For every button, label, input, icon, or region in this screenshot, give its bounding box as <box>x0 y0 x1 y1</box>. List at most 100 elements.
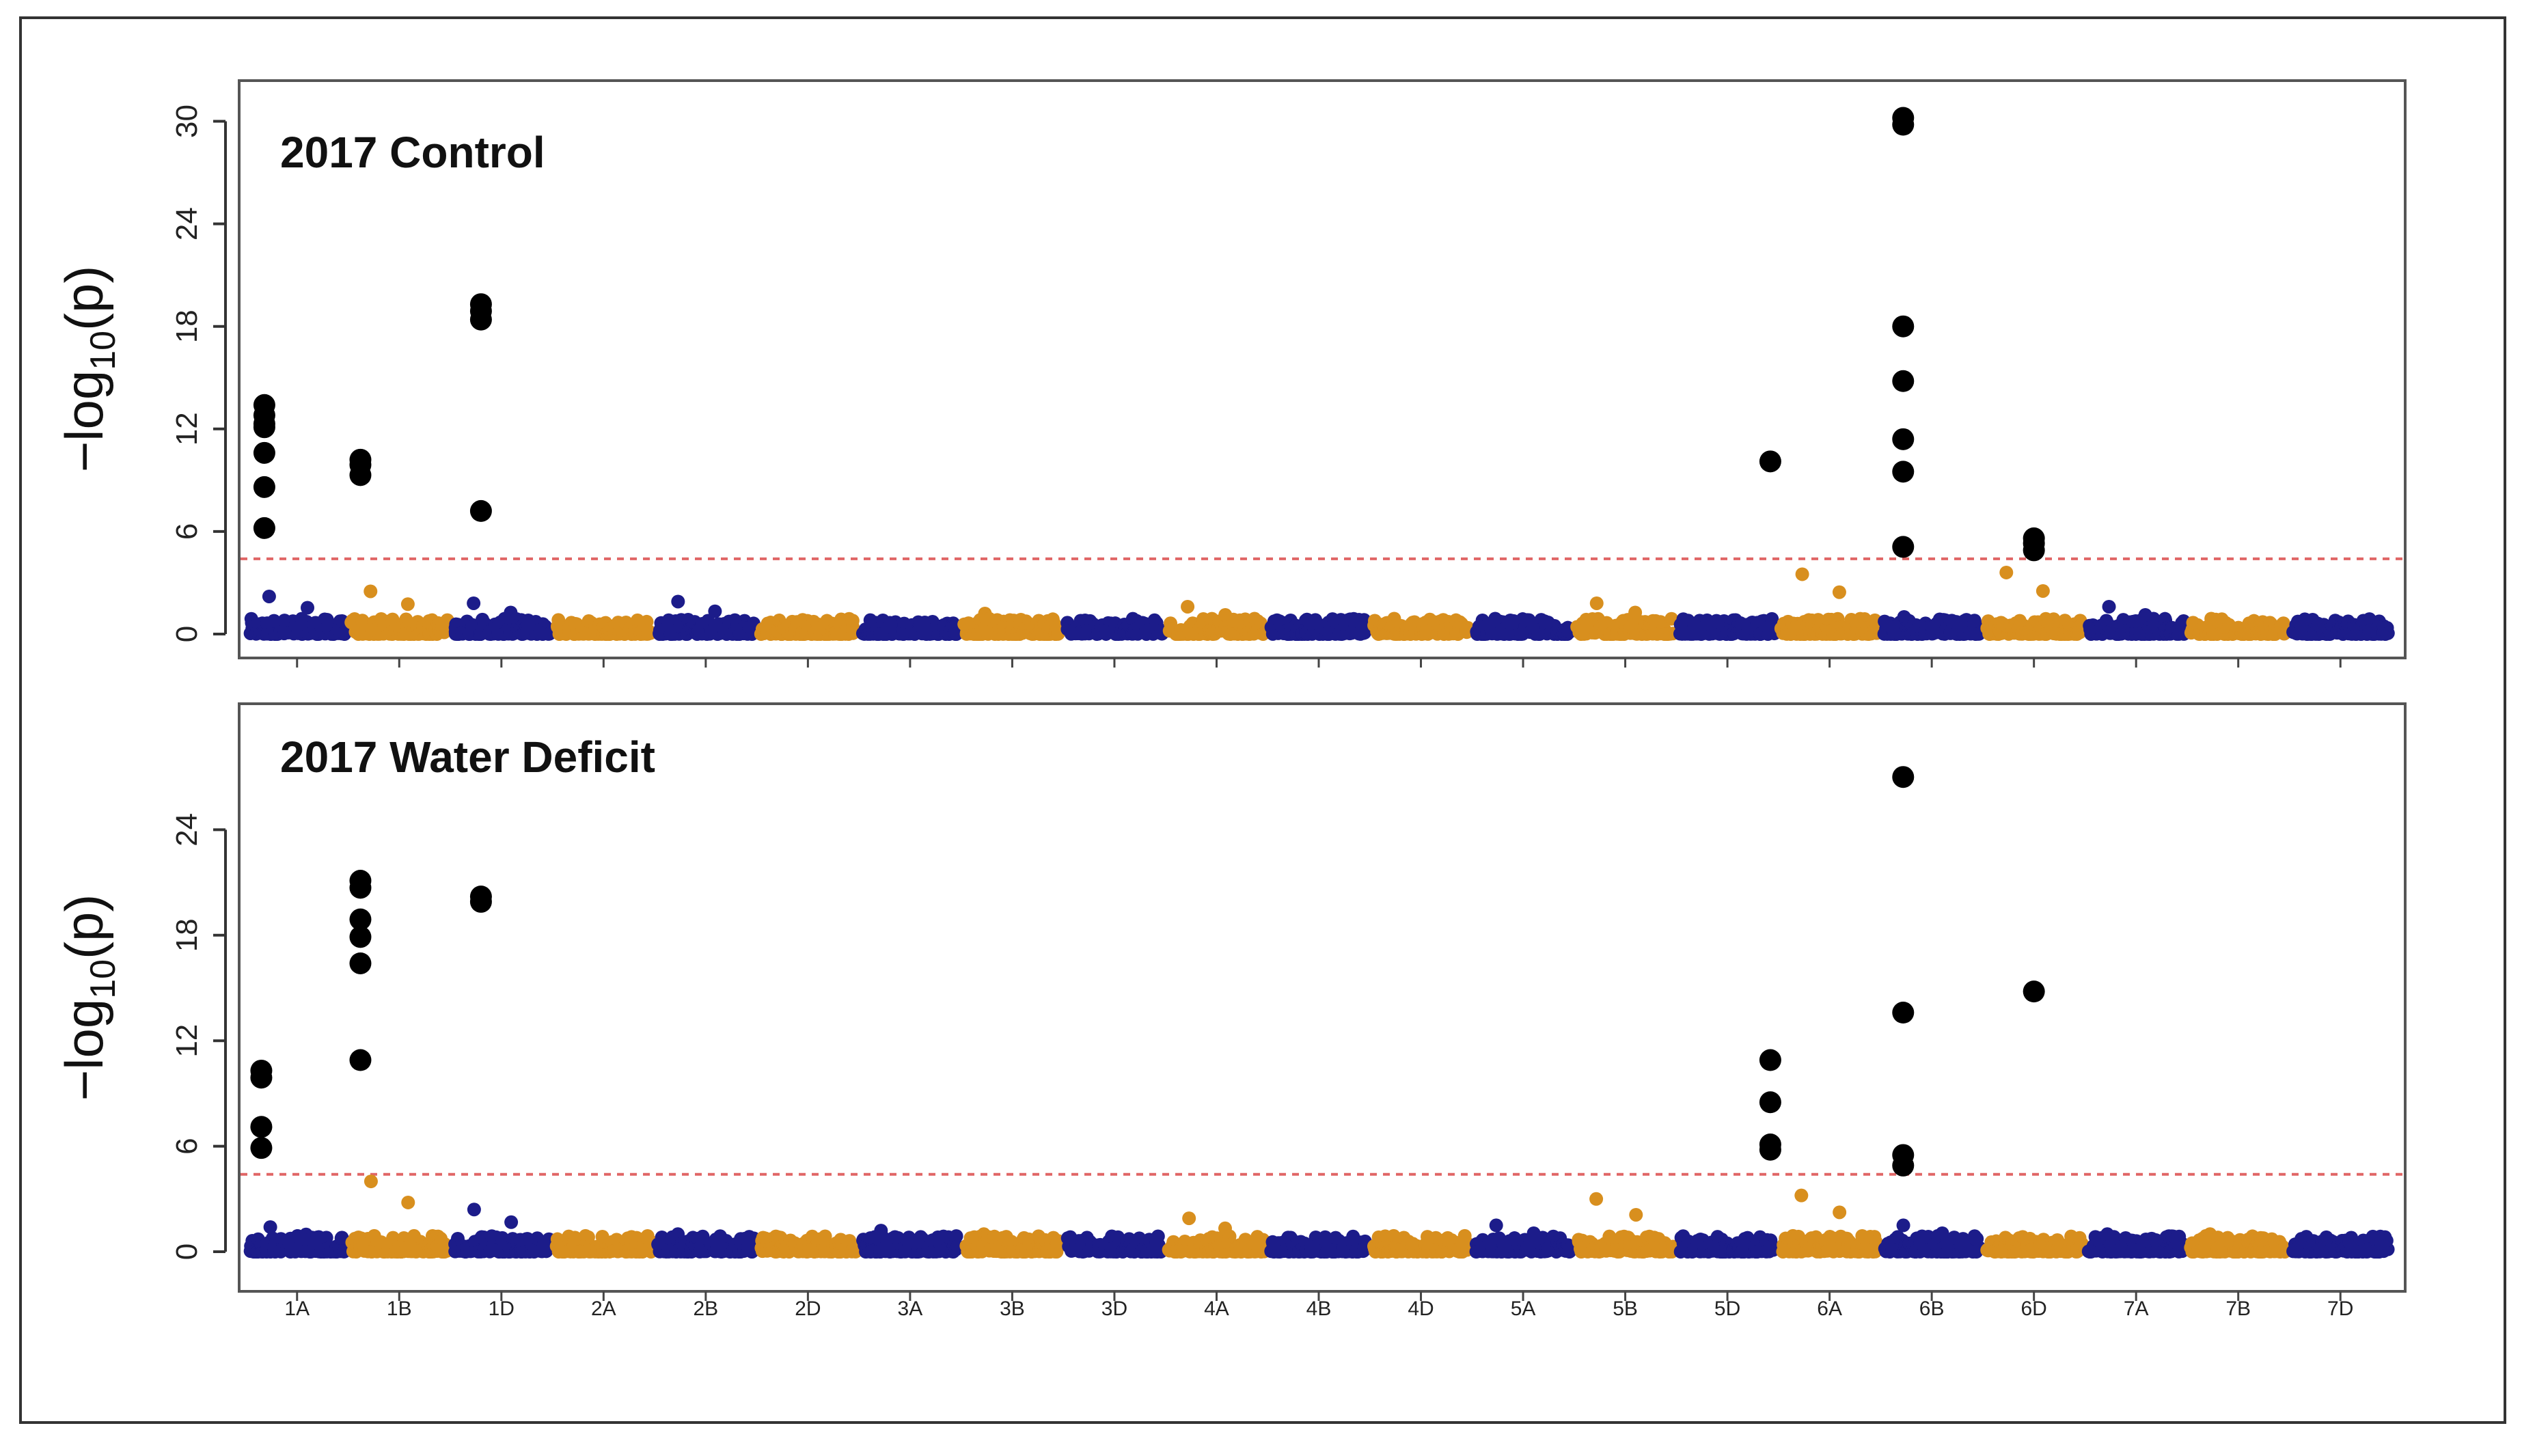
significant-snp-point <box>2023 539 2045 562</box>
snp-point <box>2381 626 2395 640</box>
y-tick-label: 6 <box>170 1138 204 1154</box>
snp-point <box>1795 567 1809 581</box>
significant-snp-point <box>1892 428 1915 450</box>
significant-snp-point <box>250 1067 273 1089</box>
y-axis-title-control: −log10(p) <box>54 266 123 473</box>
significant-snp-point <box>1759 1091 1781 1114</box>
chromosome-label: 4D <box>1408 1297 1434 1320</box>
svg-text:−log10(p): −log10(p) <box>54 266 123 473</box>
significant-snp-point <box>349 877 372 899</box>
snp-point <box>1589 596 1604 610</box>
snp-point <box>551 613 566 627</box>
snp-point <box>1181 599 1195 614</box>
panel-title-water-deficit: 2017 Water Deficit <box>280 732 655 782</box>
y-axis-title-arg: (p) <box>54 266 114 331</box>
y-axis-control: 0 6 12 18 24 30 <box>170 105 227 642</box>
y-tick-label: 0 <box>170 1244 204 1260</box>
chromosome-label: 1B <box>387 1297 412 1320</box>
snp-point <box>1489 1218 1503 1233</box>
panel-control: 2017 Control −log10(p) 0 6 12 18 24 30 <box>54 79 2407 668</box>
significant-snp-point <box>1892 315 1915 338</box>
x-ticks-control <box>296 658 2342 668</box>
snp-point <box>1832 585 1846 599</box>
significant-snp-point <box>1892 1154 1915 1177</box>
significant-snp-point <box>349 1049 372 1071</box>
y-tick-label: 0 <box>170 626 204 642</box>
chromosome-label: 2B <box>694 1297 719 1320</box>
chromosome-label: 5B <box>1613 1297 1638 1320</box>
significant-snp-point <box>253 517 275 539</box>
significant-snp-point <box>1759 1049 1781 1071</box>
significant-snp-point <box>1759 450 1781 473</box>
snp-point <box>467 1203 481 1217</box>
chromosome-label: 2A <box>591 1297 616 1320</box>
y-axis-title-sub: 10 <box>83 959 123 999</box>
snp-point <box>1358 626 1372 640</box>
significant-snp-point <box>469 499 492 522</box>
chromosome-label: 7A <box>2124 1297 2149 1320</box>
y-axis-title-base: −log <box>54 999 114 1101</box>
y-tick-label: 24 <box>170 207 204 241</box>
chromosome-label: 5D <box>1714 1297 1740 1320</box>
snp-point <box>337 626 351 640</box>
significant-snp-point <box>250 1137 273 1159</box>
snp-point <box>1833 1205 1847 1220</box>
significant-snp-point <box>1892 766 1915 788</box>
significant-snp-point <box>253 416 275 439</box>
y-tick-label: 12 <box>170 412 204 445</box>
significant-snp-point <box>2023 980 2045 1003</box>
significant-snp-point <box>1892 113 1915 136</box>
significant-snp-point <box>1892 536 1915 558</box>
chromosome-label: 5A <box>1511 1297 1536 1320</box>
y-tick-label: 24 <box>170 813 204 847</box>
snp-point <box>401 1195 415 1209</box>
snp-point <box>671 594 685 609</box>
significant-snp-point <box>469 308 492 331</box>
snp-point <box>364 584 378 599</box>
snp-point <box>708 604 722 618</box>
chromosome-label: 1A <box>284 1297 310 1320</box>
snp-point <box>1629 1207 1643 1222</box>
snp-point <box>263 1220 277 1234</box>
snp-point <box>2102 599 2116 614</box>
y-axis-title-arg: (p) <box>54 894 114 959</box>
significant-snp-point <box>253 476 275 498</box>
snp-point <box>1589 1192 1604 1206</box>
significant-snp-point <box>1892 1002 1915 1024</box>
chromosome-label: 7B <box>2225 1297 2251 1320</box>
significant-snp-point <box>349 952 372 974</box>
snp-point <box>845 614 860 628</box>
significant-snp-point <box>253 441 275 464</box>
chromosome-label: 6A <box>1817 1297 1842 1320</box>
snp-point <box>400 597 415 612</box>
chromosome-label: 6D <box>2020 1297 2046 1320</box>
chromosome-label: 7D <box>2327 1297 2353 1320</box>
significant-snp-point <box>1892 461 1915 483</box>
y-tick-label: 6 <box>170 523 204 540</box>
snp-point <box>1999 565 2014 579</box>
snp-point <box>262 589 276 603</box>
significant-snp-point <box>1759 1138 1781 1161</box>
snp-point <box>301 601 315 615</box>
y-tick-label: 30 <box>170 105 204 138</box>
chromosome-label: 4A <box>1204 1297 1229 1320</box>
snp-point <box>949 627 963 641</box>
y-tick-label: 18 <box>170 310 204 343</box>
plot-area-water-deficit <box>238 702 2407 1293</box>
chromosome-label: 4B <box>1306 1297 1332 1320</box>
plot-area-control <box>238 79 2407 659</box>
snp-point <box>1896 1218 1910 1233</box>
y-axis-title-base: −log <box>54 370 114 473</box>
chromosome-label: 1D <box>489 1297 515 1320</box>
y-tick-label: 18 <box>170 918 204 952</box>
significant-snp-point <box>1892 370 1915 392</box>
panel-title-control: 2017 Control <box>280 128 545 177</box>
background-snps-control <box>243 565 2395 641</box>
snp-point <box>467 596 481 610</box>
snp-point <box>2379 1233 2394 1248</box>
chromosome-label: 3B <box>1000 1297 1025 1320</box>
significant-snp-point <box>349 464 372 486</box>
